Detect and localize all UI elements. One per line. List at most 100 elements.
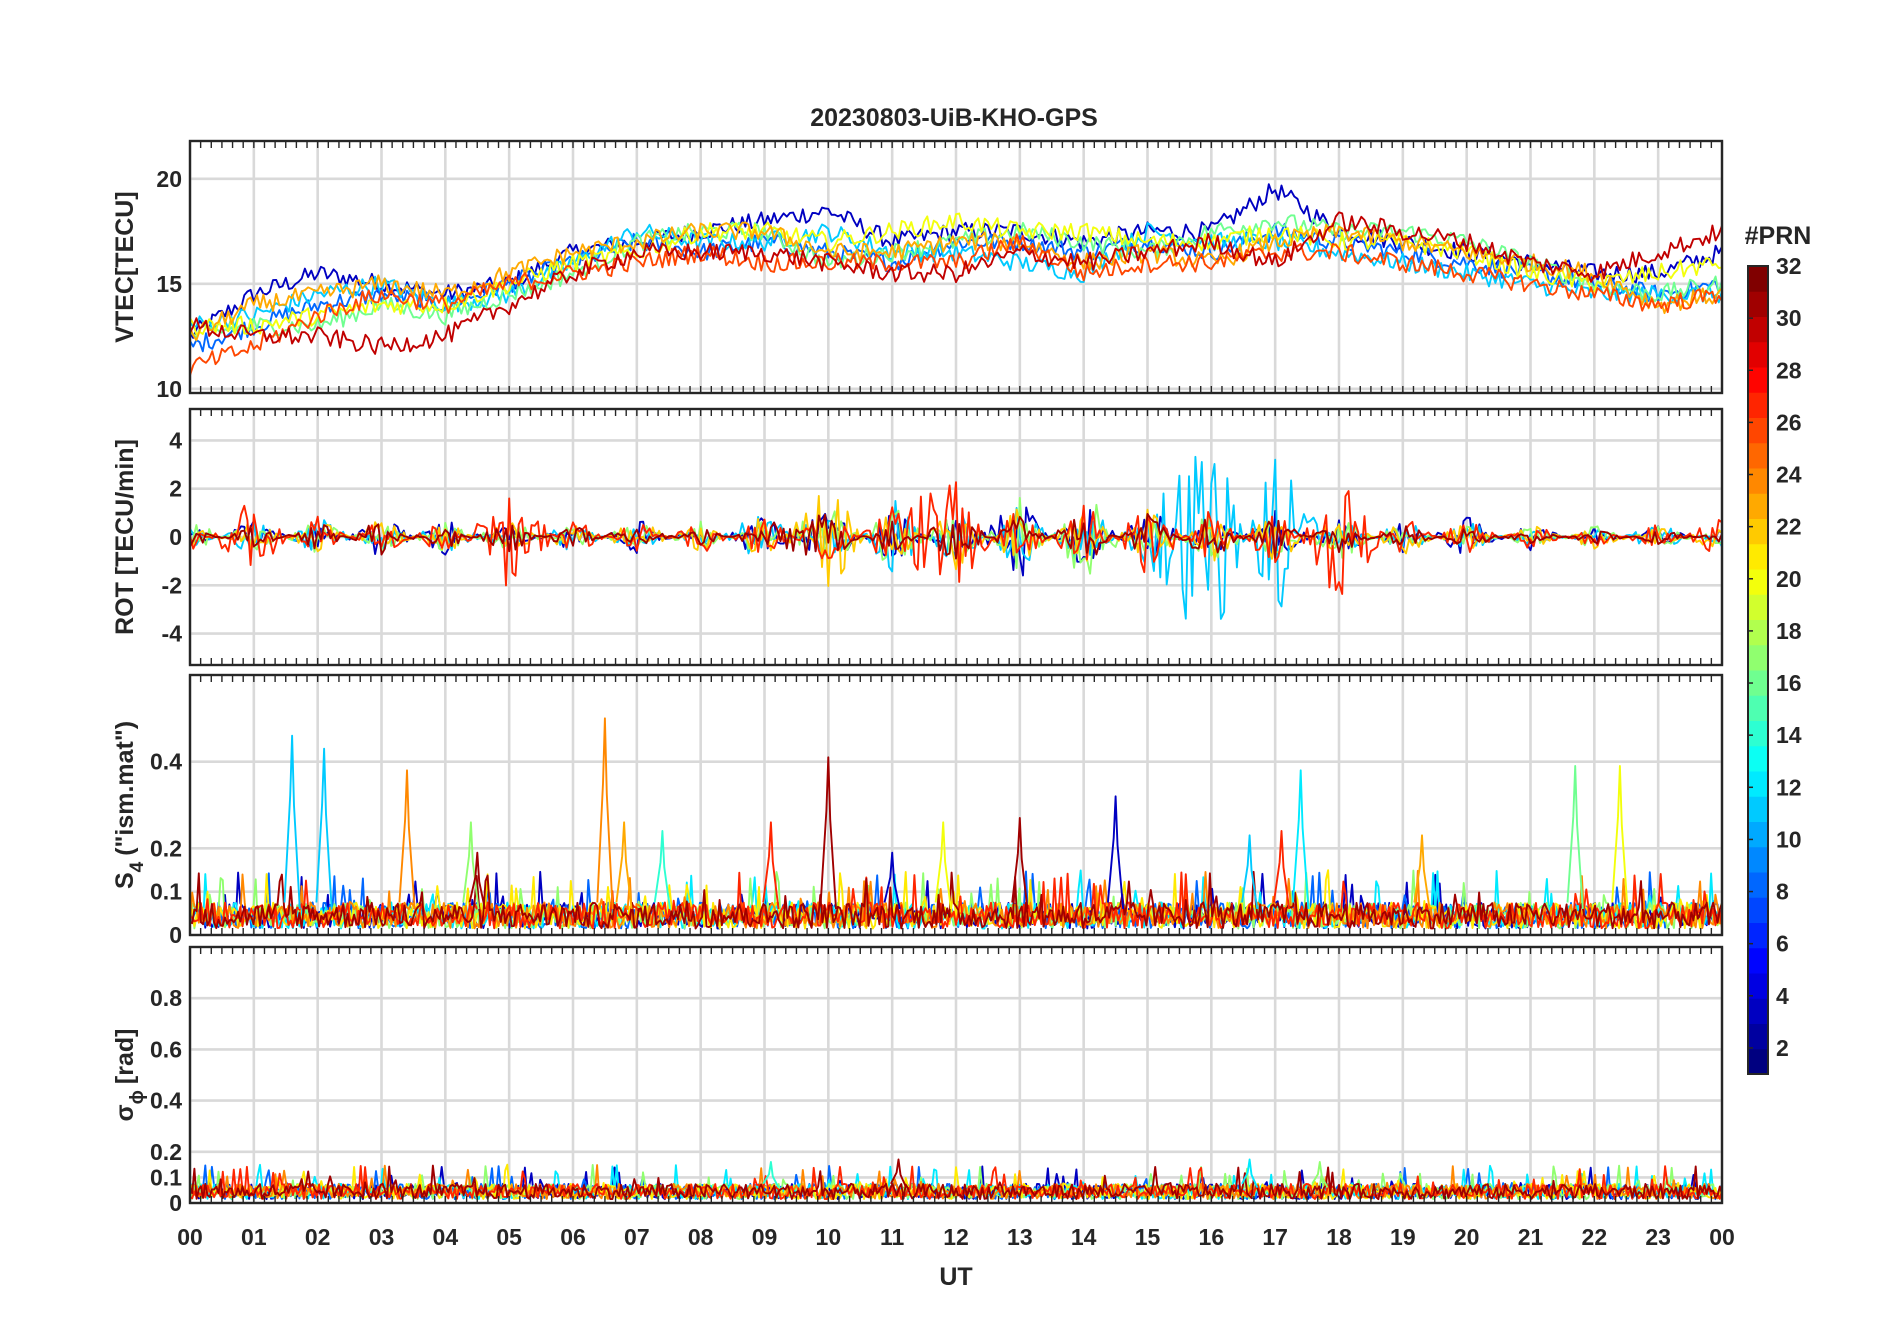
- series-prn-31: [190, 1164, 1722, 1201]
- y-tick-label: 15: [156, 271, 182, 297]
- y-tick-label: 2: [169, 476, 182, 502]
- x-axis-label: UT: [939, 1263, 972, 1291]
- x-tick-label: 21: [1518, 1224, 1544, 1250]
- colorbar-tick-label: 26: [1776, 409, 1802, 435]
- y-tick-label: 0.2: [150, 835, 182, 861]
- colorbar-segment: [1748, 973, 1768, 999]
- colorbar-tick-label: 18: [1776, 618, 1802, 644]
- colorbar-segment: [1748, 1023, 1768, 1050]
- series-prn-31: [190, 513, 1722, 560]
- x-tick-label: 22: [1582, 1224, 1608, 1250]
- colorbar-segment: [1748, 745, 1768, 772]
- colorbar-tick-label: 10: [1776, 826, 1802, 852]
- minor-ticks: [189, 409, 1723, 665]
- colorbar-segment: [1748, 341, 1768, 368]
- peak-prn-31: [468, 851, 486, 910]
- colorbar-segment: [1748, 392, 1768, 418]
- grid: [188, 947, 1724, 1205]
- x-tick-label: 02: [305, 1224, 331, 1250]
- colorbar-tick-label: 32: [1776, 253, 1802, 279]
- x-tick-label: 01: [241, 1224, 267, 1250]
- x-tick-label: 10: [816, 1224, 842, 1250]
- y-tick-label: 0: [169, 524, 182, 550]
- colorbar-tick-label: 30: [1776, 305, 1802, 331]
- x-tick-label: 12: [943, 1224, 969, 1250]
- series-prn-3: [190, 506, 1722, 577]
- x-tick-label: 09: [752, 1224, 778, 1250]
- peak-prn-14: [653, 830, 671, 910]
- y-tick-label: 0.1: [150, 879, 182, 905]
- colorbar-tick-label: 22: [1776, 514, 1802, 540]
- grid: [188, 675, 1724, 937]
- colorbar-segment: [1748, 543, 1768, 570]
- peak-prn-24: [596, 717, 614, 910]
- colorbar-segment: [1748, 644, 1768, 671]
- colorbar-tick-label: 8: [1776, 879, 1789, 905]
- x-tick-label: 04: [433, 1224, 459, 1250]
- panel-sigma_phi: 00.10.2 0.4 0.6 0.8σϕ[rad]: [111, 945, 1724, 1216]
- colorbar-segment: [1748, 922, 1768, 949]
- y-tick-label: 20: [156, 166, 182, 192]
- colorbar-segment: [1748, 266, 1768, 292]
- panel-s4: 0 0.1 0.2 0.4S4("ism.mat"): [111, 673, 1724, 948]
- peak-prn-20: [1611, 765, 1629, 910]
- x-tick-label: 05: [496, 1224, 522, 1250]
- y-axis-label-rot: ROT [TECU/min]: [111, 439, 139, 635]
- peak-prn-3: [1106, 795, 1125, 910]
- y-axis-label-vtec: VTEC[TECU]: [111, 191, 139, 342]
- x-tick-label: 13: [1007, 1224, 1033, 1250]
- colorbar-tick-label: 28: [1776, 357, 1802, 383]
- x-tick-labels: 00 01 02 03 04 05 06 07 08 09 10 11 12 13 14 15 16 17 18 19…: [177, 1224, 1735, 1250]
- colorbar-tick-label: 16: [1776, 670, 1802, 696]
- peak-prn-23: [615, 821, 633, 910]
- colorbar-segment: [1748, 796, 1768, 822]
- x-tick-label: 00: [177, 1224, 203, 1250]
- colorbar-tick-label: 14: [1776, 722, 1802, 748]
- x-tick-label: 03: [369, 1224, 395, 1250]
- colorbar-segment: [1748, 569, 1768, 595]
- x-tick-label: 14: [1071, 1224, 1097, 1250]
- series-prn-23: [190, 221, 1722, 342]
- colorbar-segment: [1748, 670, 1768, 696]
- peak-prn-14: [762, 1161, 780, 1189]
- series-group: [190, 183, 1722, 376]
- peak-prn-11: [1241, 834, 1259, 910]
- x-tick-label: 15: [1135, 1224, 1161, 1250]
- y-tick-label: 0: [169, 922, 182, 948]
- chart-title: 20230803-UiB-KHO-GPS: [810, 104, 1098, 132]
- series-prn-26: [190, 233, 1722, 376]
- y-tick-label: 0.6: [150, 1036, 182, 1062]
- colorbar-segment: [1748, 947, 1768, 974]
- x-tick-label: 11: [880, 1224, 905, 1250]
- colorbar-segment: [1748, 468, 1768, 494]
- peak-prn-20: [934, 821, 952, 910]
- colorbar-segment: [1748, 821, 1768, 848]
- y-tick-label: 0.8: [150, 985, 182, 1011]
- colorbar-segment: [1748, 594, 1768, 620]
- peak-prn-11: [315, 747, 333, 910]
- series-prn-31: [190, 870, 1722, 930]
- y-tick-label: 4: [169, 427, 182, 453]
- series-prn-30: [190, 211, 1722, 355]
- x-tick-label: 07: [624, 1224, 650, 1250]
- colorbar-tick-label: 20: [1776, 566, 1802, 592]
- colorbar-segment: [1748, 518, 1768, 545]
- colorbar-tick-label: 6: [1776, 931, 1789, 957]
- peak-prn-12: [1292, 769, 1310, 910]
- y-axis-label-sigma_phi: σϕ[rad]: [111, 1029, 148, 1122]
- colorbar-frame: [1747, 265, 1769, 1075]
- y-tick-label: -2: [162, 572, 182, 598]
- series-group: [190, 717, 1722, 930]
- y-tick-label: 10: [156, 376, 182, 402]
- colorbar-tick-label: 4: [1776, 983, 1789, 1009]
- colorbar-segment: [1748, 897, 1768, 923]
- x-tick-label: 18: [1326, 1224, 1352, 1250]
- series-prn-16: [190, 214, 1722, 340]
- peak-prn-11: [283, 734, 301, 910]
- series-group: [190, 455, 1722, 620]
- peak-prn-24: [398, 769, 416, 910]
- colorbar-tick-label: 2: [1776, 1035, 1789, 1061]
- y-axis-label-s4: S4("ism.mat"): [111, 721, 148, 889]
